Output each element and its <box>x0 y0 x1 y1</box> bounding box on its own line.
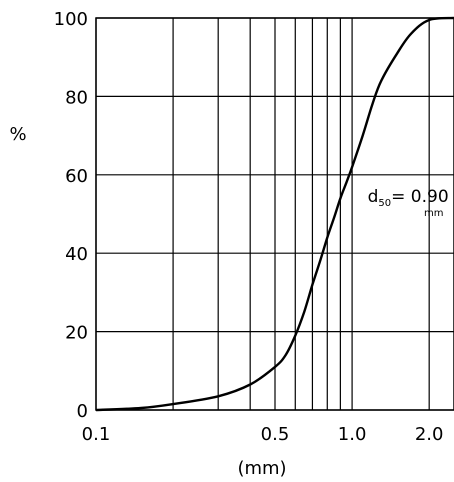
x-tick-labels: 0.1 0.5 1.0 2.0 <box>82 424 444 445</box>
x-tick-label: 0.5 <box>261 424 290 445</box>
plot-frame <box>95 17 454 411</box>
cumulative-curve <box>95 16 454 412</box>
x-axis-label: (mm) <box>237 458 286 479</box>
d50-annotation: d50= 0.90 <box>368 187 449 209</box>
d50-unit: mm <box>424 208 443 219</box>
x-tick-label: 0.1 <box>82 424 111 445</box>
d50-symbol: d <box>368 187 379 207</box>
y-axis-label: % <box>9 124 26 145</box>
y-tick-label: 60 <box>65 166 88 187</box>
y-tick-label: 0 <box>77 401 88 422</box>
y-tick-label: 20 <box>65 323 88 344</box>
y-tick-label: 80 <box>65 87 88 108</box>
y-tick-label: 40 <box>65 244 88 265</box>
y-tick-labels: 0 20 40 60 80 100 <box>54 9 88 422</box>
x-tick-label: 1.0 <box>338 424 367 445</box>
x-tick-label: 2.0 <box>415 424 444 445</box>
d50-value: = 0.90 <box>391 187 449 207</box>
d50-subscript: 50 <box>378 198 391 209</box>
series-layer <box>95 16 454 412</box>
gridlines <box>95 17 454 411</box>
y-tick-label: 100 <box>54 9 88 30</box>
